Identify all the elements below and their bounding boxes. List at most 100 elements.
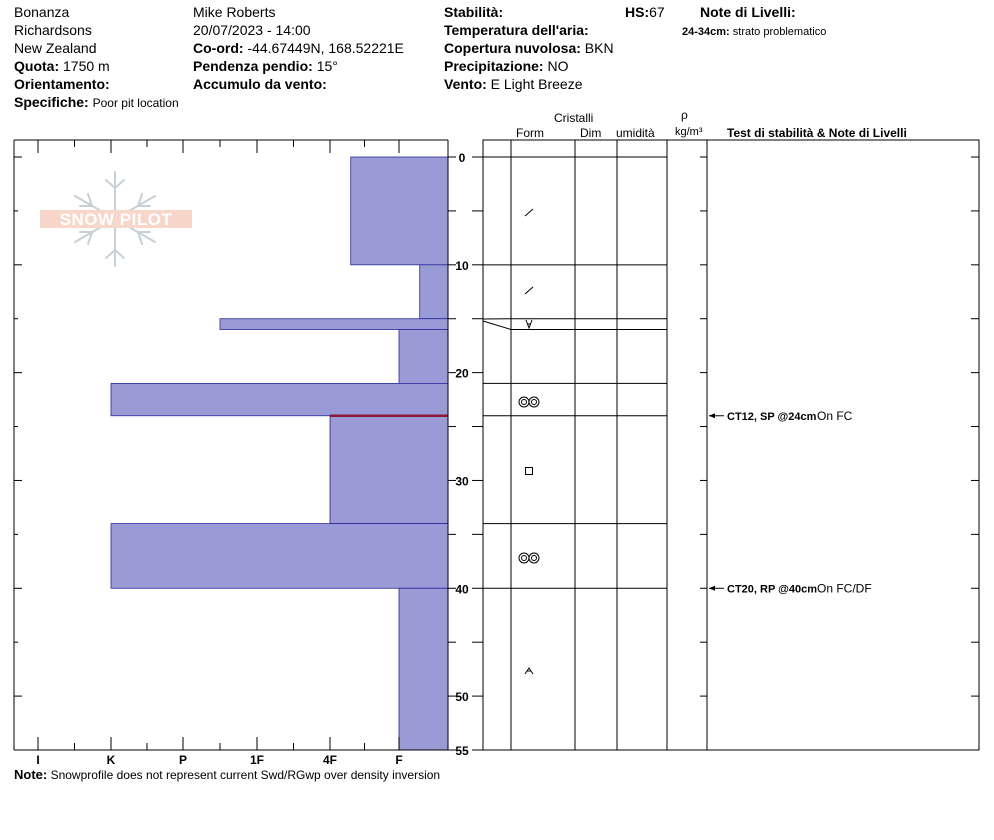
specifics-value: Poor pit location (92, 96, 179, 110)
hardness-bar-1 (419, 264, 449, 320)
grain-square (525, 467, 533, 475)
sky-label: Copertura nuvolosa: (444, 40, 581, 56)
col-size: Dim (580, 126, 602, 140)
coord-row: Co-ord: -44.67449N, 168.52221E (193, 40, 404, 57)
country: New Zealand (14, 40, 97, 56)
air-temp-row: Temperatura dell'aria: (444, 22, 589, 39)
depth-tick-label: 30 (455, 474, 469, 488)
elevation-label: Quota: (14, 58, 60, 74)
hardness-axis: I K P 1F 4F F (36, 140, 403, 767)
aspect-label: Orientamento: (14, 76, 110, 92)
layer-note-text: strato problematico (732, 26, 827, 38)
wind-loading-label: Accumulo da vento: (193, 76, 327, 92)
depth-tick-label: 0 (459, 151, 466, 165)
specifics-label: Specifiche: (14, 94, 89, 110)
grain-circle (531, 399, 537, 405)
range: Richardsons (14, 22, 92, 38)
grain-circle (531, 555, 537, 561)
col-tests: Test di stabilità & Note di Livelli (727, 126, 907, 140)
grain-circle (521, 555, 527, 561)
coord-label: Co-ord: (193, 40, 244, 56)
hardness-bar-6 (110, 523, 449, 589)
test-note-0: On FC (817, 409, 853, 423)
grain-stroke (525, 319, 533, 330)
hs-row: HS:67 (625, 4, 665, 21)
slope-value: 15° (316, 58, 338, 74)
hs-label: HS: (625, 4, 650, 20)
note-label: Note: (14, 767, 48, 782)
hs-value: 67 (649, 4, 665, 20)
grain-form-vfacet-2 (525, 319, 533, 330)
test-result-0: CT12, SP @24cm (727, 411, 817, 423)
grain-stroke (524, 667, 534, 675)
sky-value: BKN (584, 40, 614, 56)
precip-value: NO (547, 58, 569, 74)
grain-circle (528, 396, 540, 408)
hardness-tick-label: F (395, 753, 402, 767)
hardness-tick-label: I (36, 753, 39, 767)
test-result-1: CT20, RP @40cm (727, 583, 817, 595)
grain-circle (518, 396, 530, 408)
col-moisture: umidità (616, 126, 655, 140)
note-text: Snowprofile does not represent current S… (50, 768, 441, 782)
coord-value: -44.67449N, 168.52221E (247, 40, 404, 56)
test-note-1: On FC/DF (817, 581, 872, 595)
slope-label: Pendenza pendio: (193, 58, 313, 74)
snowpilot-logo: SNOW PILOT (40, 171, 192, 267)
depth-tick-label: 40 (455, 582, 469, 596)
grain-form-rounded-4 (518, 396, 540, 408)
depth-axis: 0 10 20 30 40 50 55 (14, 151, 979, 758)
depth-tick-label: 55 (455, 744, 469, 758)
col-crystals: Cristalli (554, 111, 594, 125)
layer-notes-label: Note di Livelli: (700, 4, 796, 20)
hardness-tick-label: 1F (250, 753, 264, 767)
hardness-bar-4 (110, 383, 449, 417)
aspect-row: Orientamento: (14, 76, 110, 93)
wind-row: Vento: E Light Breeze (444, 76, 583, 93)
air-temp-label: Temperatura dell'aria: (444, 22, 589, 38)
datetime: 20/07/2023 - 14:00 (193, 22, 311, 38)
location: Bonanza (14, 4, 70, 20)
col-form: Form (516, 126, 544, 140)
elevation-row: Quota: 1750 m (14, 58, 110, 75)
hardness-tick-label: K (107, 753, 116, 767)
wind-value: E Light Breeze (490, 76, 583, 92)
note-row: Note: Snowprofile does not represent cur… (14, 766, 440, 784)
grain-stroke (524, 208, 534, 217)
grain-circle (528, 552, 540, 564)
grain-form-slash-1 (524, 286, 534, 295)
col-density-unit: kg/m³ (675, 126, 703, 138)
hardness-tick-label: 4F (323, 753, 337, 767)
grain-circle (518, 552, 530, 564)
hardness-bars (110, 156, 449, 751)
hardness-bar-3 (398, 329, 449, 384)
col-rho: ρ (681, 108, 688, 122)
grain-form-square-5 (525, 467, 533, 475)
layer-connector (482, 320, 512, 330)
stability-row: Stabilità: (444, 4, 503, 21)
stability-label: Stabilità: (444, 4, 504, 20)
sky-row: Copertura nuvolosa: BKN (444, 40, 614, 57)
grain-form-slash-0 (524, 208, 534, 217)
test-arrow-head (709, 585, 715, 591)
grain-circle (521, 399, 527, 405)
layer-table-rows (482, 156, 667, 675)
precip-row: Precipitazione: NO (444, 58, 568, 75)
observer: Mike Roberts (193, 4, 276, 20)
layer-table (482, 139, 980, 751)
test-arrow-head (709, 413, 715, 419)
hardness-bar-0 (350, 156, 449, 266)
elevation-value: 1750 m (63, 58, 110, 74)
depth-tick-label: 50 (455, 690, 469, 704)
stability-tests: CT12, SP @24cm On FC CT20, RP @40cm On FC/D… (709, 409, 872, 595)
logo-text: SNOW PILOT (60, 210, 173, 229)
specifics-row: Specifiche: Poor pit location (14, 94, 179, 112)
hardness-bar-7 (398, 587, 449, 751)
grain-stroke (524, 286, 534, 295)
grain-form-rounded-6 (518, 552, 540, 564)
grain-form-depthhoar-7 (524, 667, 534, 675)
slope-row: Pendenza pendio: 15° (193, 58, 338, 75)
depth-tick-label: 10 (455, 259, 469, 273)
hardness-bar-5 (329, 415, 449, 524)
